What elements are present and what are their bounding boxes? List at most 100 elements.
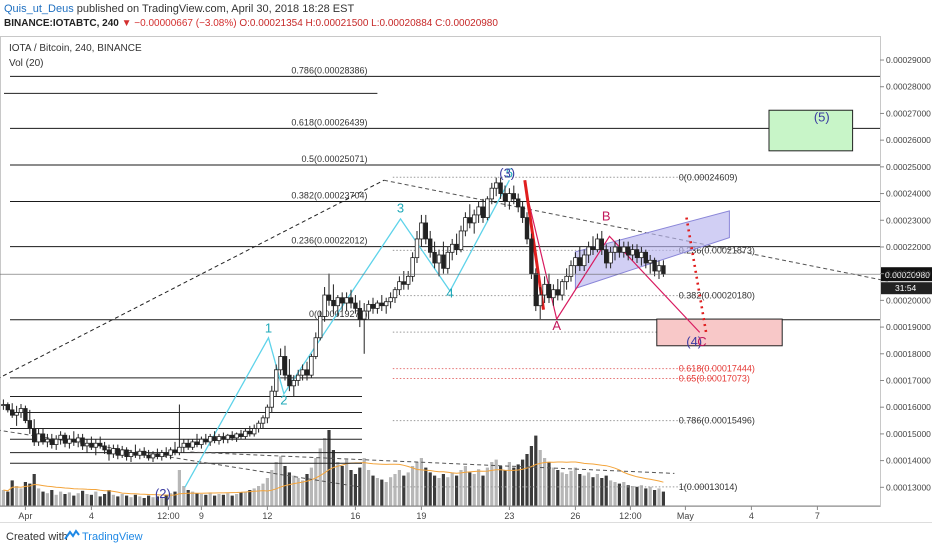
x-tick-label: May — [677, 511, 695, 521]
volume-bar — [424, 467, 428, 506]
volume-bar — [257, 486, 261, 506]
price-change: ▼ −0.00000667 (−3.08%) — [121, 18, 237, 29]
volume-bar — [318, 448, 322, 506]
brand-text[interactable]: TradingView — [82, 531, 143, 543]
candle-body — [207, 436, 213, 443]
candle-body — [463, 217, 468, 232]
legend-title: IOTA / Bitcoin, 240, BINANCE — [9, 43, 142, 54]
volume-bar — [477, 469, 481, 506]
volume-bar — [164, 494, 168, 506]
candle-body — [317, 315, 323, 339]
candle-body — [84, 442, 90, 447]
candle-body — [45, 438, 50, 443]
volume-bar — [565, 474, 569, 506]
volume-layer — [1, 430, 665, 506]
candle-body — [639, 251, 644, 259]
volume-ma-line — [3, 461, 664, 496]
wave-label: A — [552, 318, 561, 333]
volume-bar — [120, 494, 124, 506]
volume-bar — [67, 492, 71, 506]
candle-body — [366, 303, 371, 312]
candle-body — [445, 251, 450, 269]
fib-level-label: 0.618(0.00026439) — [291, 117, 367, 127]
volume-bar — [375, 478, 379, 506]
candle-body — [256, 422, 261, 429]
candle-body — [485, 198, 490, 218]
volume-bar — [217, 494, 221, 506]
candle-body — [300, 369, 305, 376]
volume-bar — [635, 486, 639, 506]
volume-bar — [393, 474, 397, 506]
candle-body — [643, 251, 648, 264]
volume-bar — [397, 470, 401, 506]
retrace-label: 0.236(0.00021873) — [679, 245, 755, 255]
volume-bar — [85, 494, 89, 506]
candle-body — [648, 259, 653, 264]
volume-bar — [155, 496, 159, 506]
candle-body — [273, 369, 279, 392]
volume-bar — [261, 483, 265, 506]
volume-bar — [468, 472, 472, 506]
volume-bar — [186, 490, 190, 506]
volume-bar — [367, 470, 371, 506]
candle-body — [441, 254, 446, 269]
projected-path — [685, 217, 708, 334]
candle-body — [32, 428, 37, 443]
candle-body — [617, 246, 622, 253]
candle-body — [392, 289, 398, 299]
candle-body — [339, 297, 345, 304]
x-tick-label: 19 — [416, 511, 426, 521]
candle-body — [379, 302, 384, 307]
volume-bar — [76, 493, 80, 506]
volume-bar — [129, 497, 133, 506]
volume-bar — [459, 470, 463, 506]
volume-bar — [270, 470, 274, 506]
candle-body — [432, 251, 437, 264]
author-link[interactable]: Quis_ut_Deus — [4, 3, 74, 15]
price-channel — [574, 210, 730, 290]
price-chart[interactable]: 0.786(0.00028386) 0.618(0.00026439) 0.5(0.… — [0, 36, 932, 522]
volume-bar — [569, 470, 573, 506]
candle-body — [27, 420, 32, 429]
candle-body — [449, 243, 455, 253]
volume-bar — [653, 490, 657, 506]
volume-bar — [622, 482, 626, 506]
candle-body — [93, 442, 98, 448]
wave-label: C — [697, 334, 706, 349]
candle-body — [216, 436, 222, 441]
volume-bar — [472, 474, 476, 506]
candle-body — [489, 187, 494, 200]
candle-body — [564, 275, 569, 283]
candle-body — [573, 257, 578, 267]
volume-bar — [481, 475, 485, 506]
candle-body — [511, 193, 516, 200]
candle-body — [172, 449, 178, 453]
volume-bar — [169, 493, 173, 506]
x-tick-label: 12 — [262, 511, 272, 521]
y-tick-label: 0.00029000 — [886, 55, 931, 65]
volume-bar — [595, 474, 599, 506]
candle-body — [185, 442, 191, 448]
volume-bar — [657, 488, 661, 506]
volume-bar — [551, 467, 555, 506]
wave-label: 3 — [397, 200, 404, 215]
volume-bar — [631, 486, 635, 506]
candle-body — [269, 390, 274, 408]
volume-bar — [441, 474, 445, 506]
candle-body — [335, 297, 340, 307]
y-tick-label: 0.00018000 — [886, 349, 931, 359]
candle-body — [49, 438, 54, 445]
volume-bar — [639, 485, 643, 506]
candle-body — [401, 281, 406, 285]
x-tick-label: 16 — [350, 511, 360, 521]
candle-body — [498, 182, 503, 194]
y-tick-label: 0.00028000 — [886, 82, 931, 92]
candle-body — [199, 438, 204, 445]
candle-body — [423, 222, 428, 240]
volume-bar — [107, 490, 111, 506]
volume-bar — [389, 477, 393, 506]
candle-body — [608, 251, 613, 264]
candle-body — [348, 297, 354, 304]
wave-label: (4) — [686, 334, 702, 349]
